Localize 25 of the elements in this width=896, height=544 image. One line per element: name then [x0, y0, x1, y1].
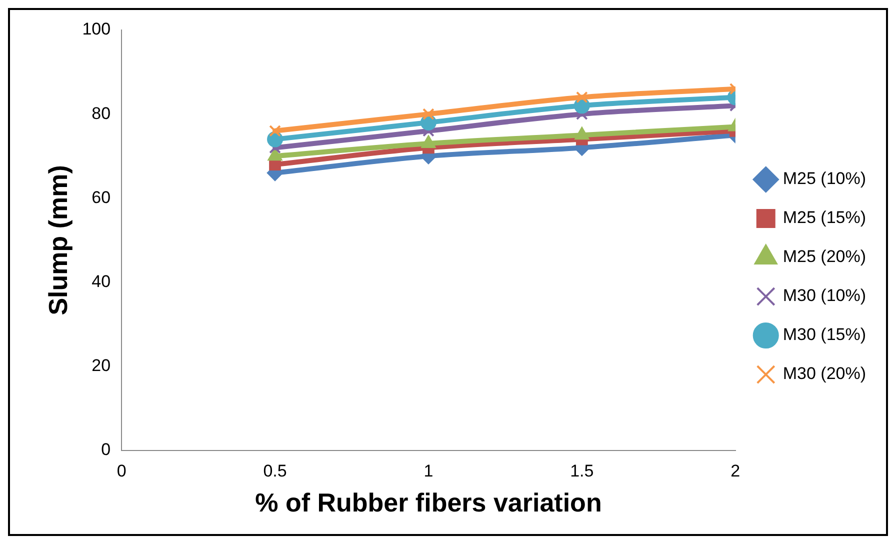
y-tick-label: 60	[92, 188, 111, 207]
point	[574, 127, 589, 140]
x-tick-label: 2	[730, 461, 740, 480]
legend-label: M25 (15%)	[782, 208, 866, 228]
x-tick-label: 1.5	[570, 461, 594, 480]
x-axis-title: % of Rubber fibers variation	[255, 488, 602, 518]
legend-label: M30 (15%)	[782, 325, 866, 344]
y-axis-title: Slump (mm)	[42, 165, 73, 316]
legend-label: M30 (10%)	[782, 286, 866, 306]
y-tick-label: 100	[82, 20, 111, 39]
point	[576, 91, 588, 104]
legend-label: M25 (20%)	[782, 247, 866, 266]
legend-label: M30 (20%)	[782, 364, 866, 384]
y-tick-label: 20	[92, 356, 111, 376]
point	[421, 136, 436, 148]
x-tick-label: 1	[424, 461, 434, 480]
y-tick-label: 0	[101, 440, 111, 460]
point	[269, 124, 281, 137]
y-tick-label: 80	[92, 104, 111, 123]
legend-label: M25 (10%)	[782, 169, 866, 188]
point	[268, 148, 282, 161]
y-tick-label: 40	[92, 272, 111, 291]
x-tick-label: 0.5	[263, 461, 287, 480]
x-tick-label: 0	[116, 461, 126, 480]
point	[422, 108, 434, 120]
